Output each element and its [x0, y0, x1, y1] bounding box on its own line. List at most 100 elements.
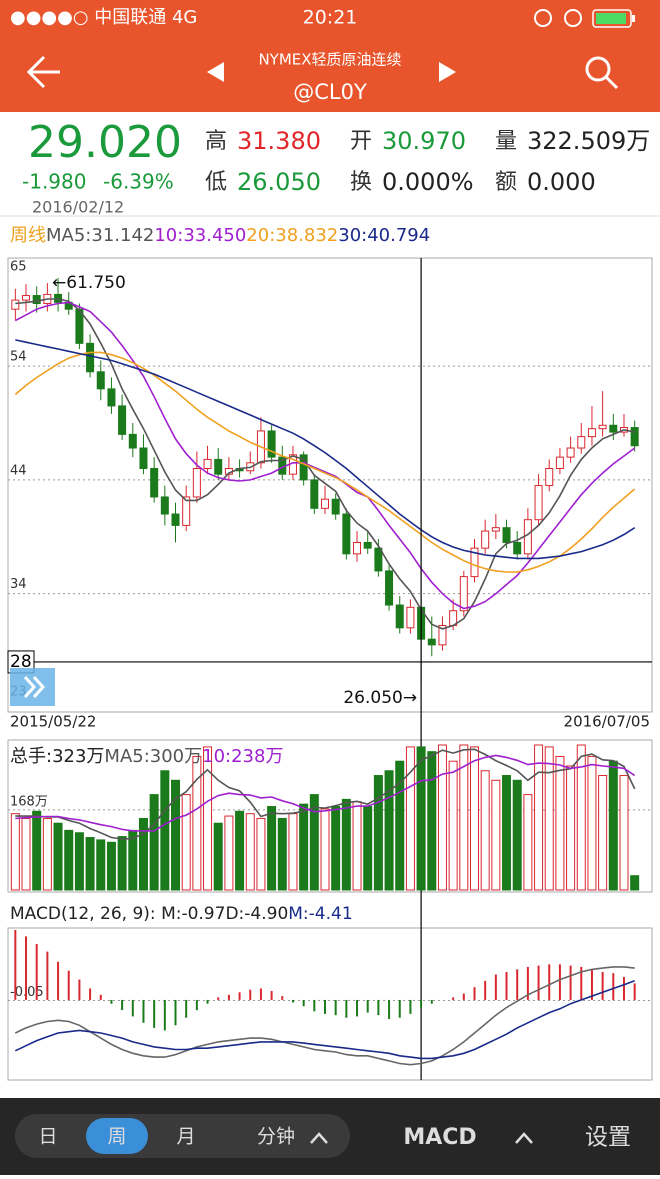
volume-bar: [459, 744, 469, 891]
volume-bar: [32, 810, 42, 891]
field-label: 量: [495, 129, 517, 154]
candle-body: [630, 427, 639, 447]
last-price: 29.020: [28, 117, 182, 168]
volume-bar: [53, 822, 63, 891]
tab[interactable]: 分钟: [257, 1126, 295, 1148]
expand-button[interactable]: [10, 668, 55, 706]
tab[interactable]: 周: [107, 1126, 126, 1148]
volume-bar: [309, 794, 319, 891]
ma-line: [14, 301, 636, 610]
volume-bar: [203, 746, 213, 891]
volume-bar: [85, 837, 95, 891]
volume-bar: [277, 817, 287, 891]
field-value: 26.050: [237, 168, 321, 196]
quote-date: 2016/02/12: [32, 198, 124, 217]
volume-bar: [64, 829, 74, 891]
volume-bar: [181, 794, 191, 891]
volume-bar: [512, 779, 522, 891]
tabs: 日 周 月 分钟: [38, 1118, 295, 1154]
y-tick-label: 34: [10, 577, 27, 592]
volume-bar: [555, 755, 565, 891]
candle-body: [374, 547, 383, 572]
candle-body: [331, 498, 340, 515]
legend-entry: 10:33.450: [154, 225, 246, 246]
field-value: 30.970: [382, 127, 466, 155]
volume-bar: [299, 803, 309, 891]
back-button[interactable]: [26, 55, 60, 89]
max-label: ←61.750: [52, 273, 126, 293]
candle-body: [107, 388, 116, 407]
legend-entry: MA5:300万: [104, 746, 202, 767]
legend-title: 总手:323万: [10, 746, 104, 767]
volume-bar: [523, 794, 533, 891]
ma-line: [14, 980, 635, 1060]
candle-body: [203, 458, 212, 470]
change: -1.980: [22, 170, 86, 194]
volume-bar: [427, 751, 437, 891]
volume-bar: [437, 744, 447, 891]
candle-body: [534, 485, 543, 521]
field-label: 换: [350, 170, 372, 195]
legend-title: MACD(12, 26, 9):: [10, 904, 161, 924]
volume-bar: [267, 806, 277, 891]
caret[interactable]: [310, 1132, 328, 1144]
caret[interactable]: [515, 1132, 533, 1144]
candle-body: [160, 496, 169, 515]
candle-body: [118, 405, 127, 435]
field-value: 322.509万: [527, 127, 650, 155]
legend-entry: 30:40.794: [338, 225, 430, 246]
volume-bar: [192, 755, 202, 891]
candle-body: [513, 541, 522, 555]
field-label: 额: [495, 170, 517, 195]
ma-line: [15, 754, 636, 832]
next-button[interactable]: [439, 62, 456, 82]
volume-bar: [106, 841, 116, 891]
volume-bar: [598, 775, 608, 891]
top-label: 65: [10, 260, 27, 275]
date-end: 2016/07/05: [564, 713, 650, 731]
search-button[interactable]: [585, 56, 619, 90]
tab[interactable]: 日: [38, 1126, 57, 1148]
candle-body: [491, 527, 500, 532]
candle-body: [598, 424, 607, 430]
candle-body: [587, 428, 596, 438]
volume-bar: [288, 813, 298, 891]
status-icons: [534, 9, 635, 28]
legend: 总手:323万MA5:300万10:238万: [10, 746, 283, 767]
volume-bar: [469, 746, 479, 891]
volume-bar: [341, 798, 351, 891]
volume-bar: [619, 775, 629, 891]
candle-body: [438, 625, 447, 646]
y-tick-label: 54: [10, 350, 27, 365]
indicator-button[interactable]: MACD: [403, 1125, 476, 1150]
field-value: 0.000: [527, 168, 596, 196]
crosshair-label: 28: [10, 652, 32, 672]
volume-bar: [171, 779, 181, 891]
volume-bar: [384, 770, 394, 891]
tab[interactable]: 月: [176, 1126, 195, 1148]
y-tick-label: 44: [10, 463, 27, 478]
volume-bar: [448, 760, 458, 891]
candle-body: [385, 570, 394, 606]
volume-bar: [74, 832, 84, 891]
ma-line: [14, 351, 636, 573]
candle-body: [523, 519, 532, 555]
ma-line: [15, 748, 636, 840]
carrier: ●●●●○ 中国联通 4G: [10, 7, 197, 28]
field-label: 高: [205, 129, 227, 154]
prev-button[interactable]: [207, 62, 224, 82]
volume-bar: [544, 746, 554, 891]
candle-body: [11, 299, 20, 310]
volume-bar: [363, 806, 373, 891]
min-label: 26.050→: [343, 688, 417, 708]
candle-body: [342, 513, 351, 555]
date-start: 2015/05/22: [10, 713, 96, 731]
ma-line: [15, 298, 635, 630]
clock: 20:21: [303, 7, 358, 29]
volume-bar: [245, 813, 255, 891]
legend-entry: M:-0.97: [161, 904, 225, 924]
volume-bar: [352, 801, 362, 891]
settings-button[interactable]: 设置: [585, 1125, 631, 1151]
nav-title: NYMEX轻质原油连续: [258, 51, 401, 69]
candle-body: [22, 295, 31, 301]
